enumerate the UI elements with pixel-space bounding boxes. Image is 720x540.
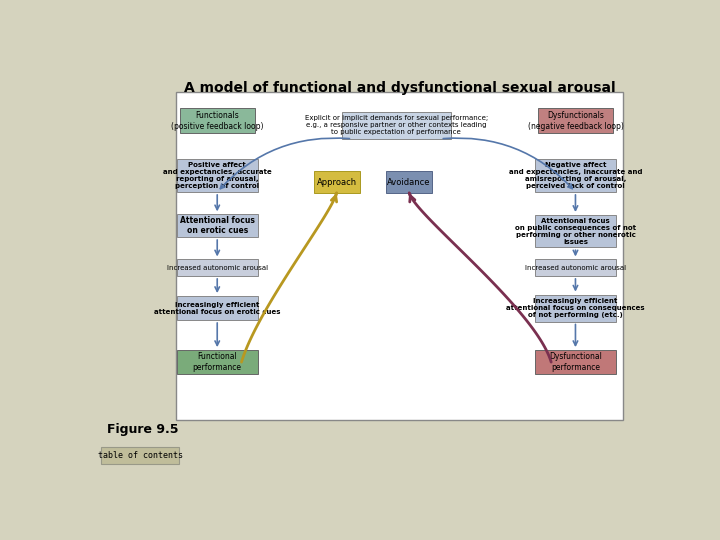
Text: Attentional focus
on erotic cues: Attentional focus on erotic cues xyxy=(180,216,255,235)
FancyBboxPatch shape xyxy=(387,171,432,193)
Text: Functionals
(positive feedback loop): Functionals (positive feedback loop) xyxy=(171,111,264,131)
Text: A model of functional and dysfunctional sexual arousal: A model of functional and dysfunctional … xyxy=(184,82,616,96)
Text: Approach: Approach xyxy=(317,178,356,186)
Text: table of contents: table of contents xyxy=(98,451,183,460)
Text: Functional
performance: Functional performance xyxy=(193,353,242,372)
FancyBboxPatch shape xyxy=(535,215,616,247)
Text: Increasingly efficient
attentional focus on erotic cues: Increasingly efficient attentional focus… xyxy=(154,301,281,314)
FancyBboxPatch shape xyxy=(535,294,616,321)
FancyBboxPatch shape xyxy=(535,159,616,192)
FancyBboxPatch shape xyxy=(177,159,258,192)
Text: Negative affect
and expectancies, inaccurate and
amisreporting of arousal,
perce: Negative affect and expectancies, inaccu… xyxy=(509,162,642,189)
Text: Avoidance: Avoidance xyxy=(387,178,431,186)
Text: Increased autonomic arousal: Increased autonomic arousal xyxy=(166,265,268,271)
FancyBboxPatch shape xyxy=(179,109,255,133)
Text: Figure 9.5: Figure 9.5 xyxy=(107,423,179,436)
FancyBboxPatch shape xyxy=(177,259,258,276)
FancyBboxPatch shape xyxy=(101,447,179,464)
FancyBboxPatch shape xyxy=(176,92,623,420)
Text: Positive affect
and expectancies, accurate
reporting of arousal,
perception of c: Positive affect and expectancies, accura… xyxy=(163,162,271,189)
Text: Explicit or implicit demands for sexual performance;
e.g., a responsive partner : Explicit or implicit demands for sexual … xyxy=(305,115,488,135)
FancyBboxPatch shape xyxy=(177,350,258,374)
FancyBboxPatch shape xyxy=(538,109,613,133)
Text: Increased autonomic arousal: Increased autonomic arousal xyxy=(525,265,626,271)
Text: Attentional focus
on public consequences of not
performing or other nonerotic
is: Attentional focus on public consequences… xyxy=(515,218,636,245)
FancyBboxPatch shape xyxy=(342,112,451,139)
FancyBboxPatch shape xyxy=(177,296,258,320)
FancyBboxPatch shape xyxy=(535,259,616,276)
FancyBboxPatch shape xyxy=(314,171,359,193)
FancyBboxPatch shape xyxy=(177,214,258,237)
Text: Dysfunctionals
(negative feedback loop): Dysfunctionals (negative feedback loop) xyxy=(528,111,624,131)
FancyBboxPatch shape xyxy=(535,350,616,374)
Text: Dysfunctional
performance: Dysfunctional performance xyxy=(549,353,602,372)
Text: Increasingly efficient
attentional focus on consequences
of not performing (etc.: Increasingly efficient attentional focus… xyxy=(506,298,645,318)
